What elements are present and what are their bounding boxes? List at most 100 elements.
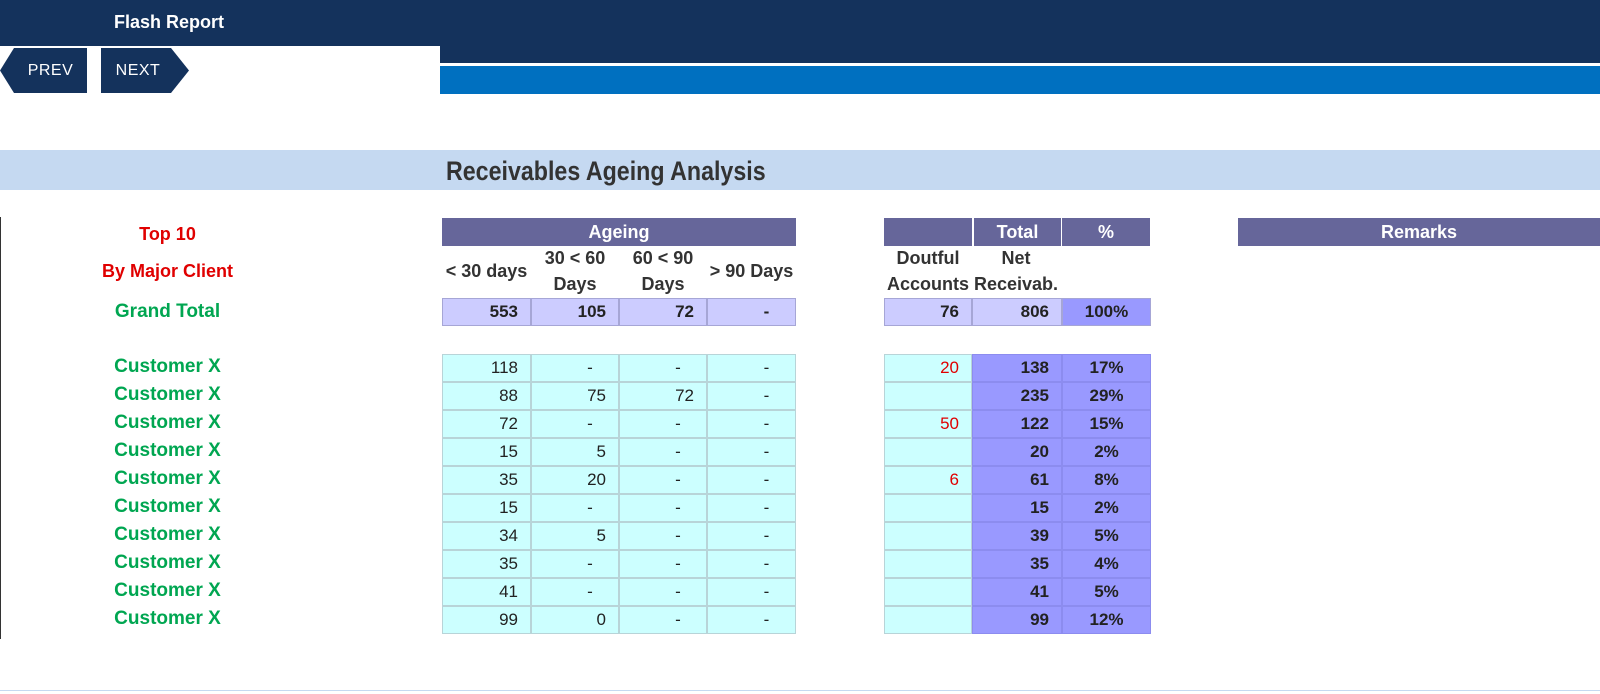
customer-name: Customer X xyxy=(114,440,221,461)
grand-total-net: 806 xyxy=(972,298,1062,326)
cell-d30_60: - xyxy=(531,494,619,522)
doubtful-header-bar xyxy=(884,218,972,246)
col-header-30-60: 30 < 60 Days xyxy=(544,248,606,294)
cell-d30_60: 0 xyxy=(531,606,619,634)
cell-d60_90: - xyxy=(619,606,707,634)
customer-name: Customer X xyxy=(114,412,221,433)
cell-net: 39 xyxy=(972,522,1062,550)
cell-d30_60: 5 xyxy=(531,522,619,550)
ageing-header: Ageing xyxy=(442,218,796,246)
cell-net: 61 xyxy=(972,466,1062,494)
cell-lt30: 15 xyxy=(442,494,531,522)
grand-total-30-60: 105 xyxy=(531,298,619,326)
cell-pct: 4% xyxy=(1062,550,1151,578)
customer-name: Customer X xyxy=(114,552,221,573)
cell-lt30: 35 xyxy=(442,550,531,578)
cell-d60_90: - xyxy=(619,438,707,466)
cell-doubtful xyxy=(884,494,972,522)
customer-name: Customer X xyxy=(114,496,221,517)
cell-lt30: 72 xyxy=(442,410,531,438)
total-header: Total xyxy=(974,218,1061,246)
cell-lt30: 35 xyxy=(442,466,531,494)
cell-doubtful xyxy=(884,550,972,578)
header-accent-stripe xyxy=(440,66,1600,94)
cell-gt90: - xyxy=(707,606,796,634)
cell-gt90: - xyxy=(707,466,796,494)
customer-name: Customer X xyxy=(114,384,221,405)
cell-d30_60: - xyxy=(531,354,619,382)
bottom-divider xyxy=(0,690,1600,691)
grand-total-doubtful: 76 xyxy=(884,298,972,326)
cell-pct: 5% xyxy=(1062,522,1151,550)
left-divider xyxy=(0,217,1,639)
col-header-gt90: > 90 Days xyxy=(709,261,794,281)
cell-gt90: - xyxy=(707,354,796,382)
cell-d60_90: - xyxy=(619,550,707,578)
cell-lt30: 34 xyxy=(442,522,531,550)
cell-d30_60: 5 xyxy=(531,438,619,466)
cell-doubtful: 50 xyxy=(884,410,972,438)
top10-label: Top 10 xyxy=(139,224,196,244)
cell-d30_60: - xyxy=(531,550,619,578)
cell-pct: 2% xyxy=(1062,438,1151,466)
cell-d60_90: 72 xyxy=(619,382,707,410)
cell-pct: 17% xyxy=(1062,354,1151,382)
cell-gt90: - xyxy=(707,522,796,550)
grand-total-label: Grand Total xyxy=(114,301,221,322)
col-header-doubtful: Doutful Accounts xyxy=(886,248,969,294)
cell-gt90: - xyxy=(707,578,796,606)
cell-pct: 29% xyxy=(1062,382,1151,410)
cell-lt30: 15 xyxy=(442,438,531,466)
percent-header: % xyxy=(1062,218,1150,246)
grand-total-60-90: 72 xyxy=(619,298,707,326)
cell-doubtful xyxy=(884,438,972,466)
cell-net: 122 xyxy=(972,410,1062,438)
cell-pct: 8% xyxy=(1062,466,1151,494)
col-header-lt30: < 30 days xyxy=(445,261,528,281)
prev-button[interactable]: PREV xyxy=(0,48,87,93)
cell-d60_90: - xyxy=(619,494,707,522)
major-client-label: By Major Client xyxy=(101,261,234,281)
remarks-header: Remarks xyxy=(1238,218,1600,246)
cell-doubtful xyxy=(884,606,972,634)
cell-pct: 5% xyxy=(1062,578,1151,606)
cell-pct: 12% xyxy=(1062,606,1151,634)
grand-total-gt90: - xyxy=(707,298,796,326)
cell-net: 99 xyxy=(972,606,1062,634)
col-header-net: Net Receivab. xyxy=(973,248,1059,294)
cell-gt90: - xyxy=(707,494,796,522)
cell-doubtful: 20 xyxy=(884,354,972,382)
cell-net: 20 xyxy=(972,438,1062,466)
cell-doubtful: 6 xyxy=(884,466,972,494)
cell-net: 35 xyxy=(972,550,1062,578)
grand-total-lt30: 553 xyxy=(442,298,531,326)
cell-lt30: 118 xyxy=(442,354,531,382)
cell-d60_90: - xyxy=(619,466,707,494)
cell-doubtful xyxy=(884,522,972,550)
next-button[interactable]: NEXT xyxy=(101,48,189,93)
customer-name: Customer X xyxy=(114,356,221,377)
cell-d60_90: - xyxy=(619,354,707,382)
cell-d30_60: 20 xyxy=(531,466,619,494)
col-header-60-90: 60 < 90 Days xyxy=(632,248,694,294)
cell-net: 15 xyxy=(972,494,1062,522)
cell-lt30: 41 xyxy=(442,578,531,606)
cell-doubtful xyxy=(884,382,972,410)
customer-name: Customer X xyxy=(114,580,221,601)
customer-name: Customer X xyxy=(114,608,221,629)
cell-d30_60: - xyxy=(531,410,619,438)
grand-total-pct: 100% xyxy=(1062,298,1151,326)
cell-gt90: - xyxy=(707,410,796,438)
cell-net: 235 xyxy=(972,382,1062,410)
cell-d60_90: - xyxy=(619,410,707,438)
cell-pct: 2% xyxy=(1062,494,1151,522)
header-bar xyxy=(0,0,440,46)
cell-d30_60: - xyxy=(531,578,619,606)
cell-lt30: 99 xyxy=(442,606,531,634)
cell-lt30: 88 xyxy=(442,382,531,410)
cell-gt90: - xyxy=(707,438,796,466)
section-heading: Receivables Ageing Analysis xyxy=(446,156,766,186)
customer-name: Customer X xyxy=(114,468,221,489)
cell-d60_90: - xyxy=(619,522,707,550)
customer-name: Customer X xyxy=(114,524,221,545)
